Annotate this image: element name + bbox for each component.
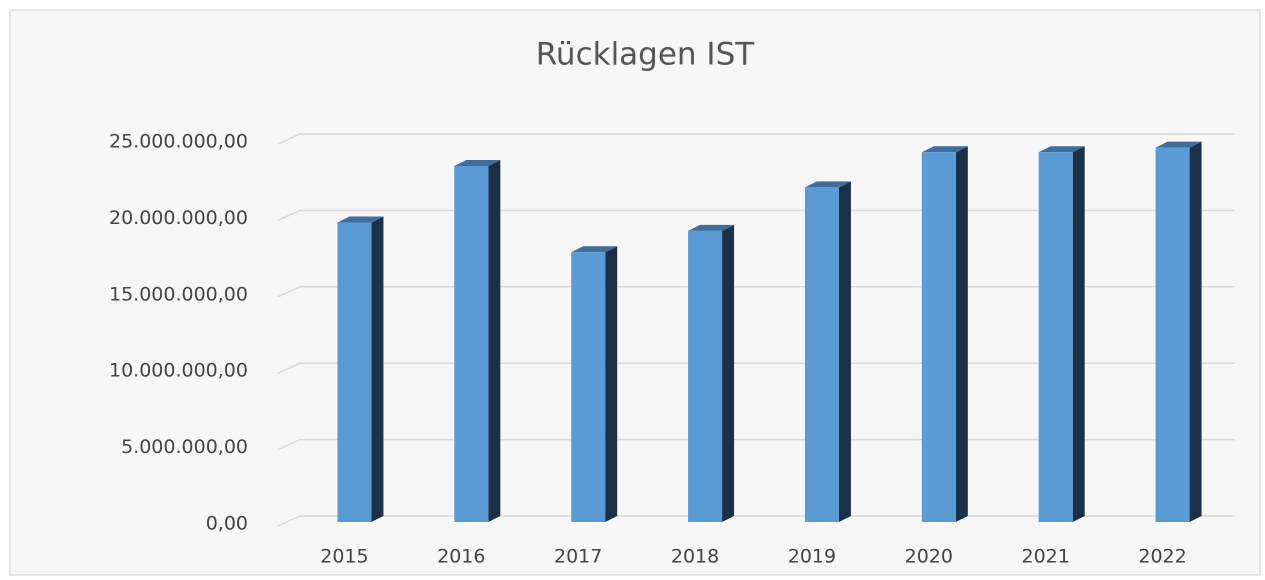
bar (571, 252, 606, 523)
bar-side (1072, 146, 1085, 522)
grid-floor (277, 515, 301, 527)
bar-side (955, 146, 968, 522)
bar-top (804, 181, 851, 188)
bar (1038, 152, 1073, 522)
bar-top (921, 146, 968, 153)
y-tick-label: 15.000.000,00 (109, 283, 248, 305)
bar (688, 230, 723, 522)
chart-title: Rücklagen IST (536, 37, 755, 73)
y-tick-label: 10.000.000,00 (109, 360, 248, 382)
bar-top (1038, 146, 1085, 153)
x-tick-label: 2015 (320, 546, 368, 568)
bar (1155, 147, 1190, 522)
y-tick-label: 0,00 (206, 513, 248, 535)
bar-top (1155, 141, 1202, 148)
grid-floor (277, 286, 301, 298)
bar-side (722, 224, 735, 522)
grid-floor (277, 209, 301, 222)
grid-floor (277, 362, 301, 374)
bar (804, 187, 839, 523)
bar-side (488, 159, 501, 522)
bar-top (571, 246, 618, 253)
x-tick-label: 2017 (554, 546, 602, 568)
bar (337, 222, 372, 522)
x-tick-label: 2021 (1022, 546, 1070, 568)
grid-floor (277, 438, 301, 451)
bar-side (1189, 141, 1202, 522)
x-tick-label: 2016 (437, 546, 485, 568)
bar-side (838, 181, 851, 523)
x-tick-label: 2020 (905, 546, 953, 568)
bar-top (688, 224, 735, 231)
x-tick-label: 2022 (1138, 546, 1186, 568)
grid-floor (277, 133, 301, 145)
bar (921, 152, 956, 522)
bar-top (337, 216, 384, 223)
bar (454, 165, 489, 522)
bar-side (605, 246, 618, 523)
bar-side (371, 216, 384, 522)
bar-top (454, 159, 501, 166)
y-tick-label: 5.000.000,00 (121, 436, 248, 458)
y-tick-label: 20.000.000,00 (109, 207, 248, 229)
x-tick-label: 2019 (788, 546, 836, 568)
x-tick-label: 2018 (671, 546, 719, 568)
y-tick-label: 25.000.000,00 (109, 131, 248, 153)
